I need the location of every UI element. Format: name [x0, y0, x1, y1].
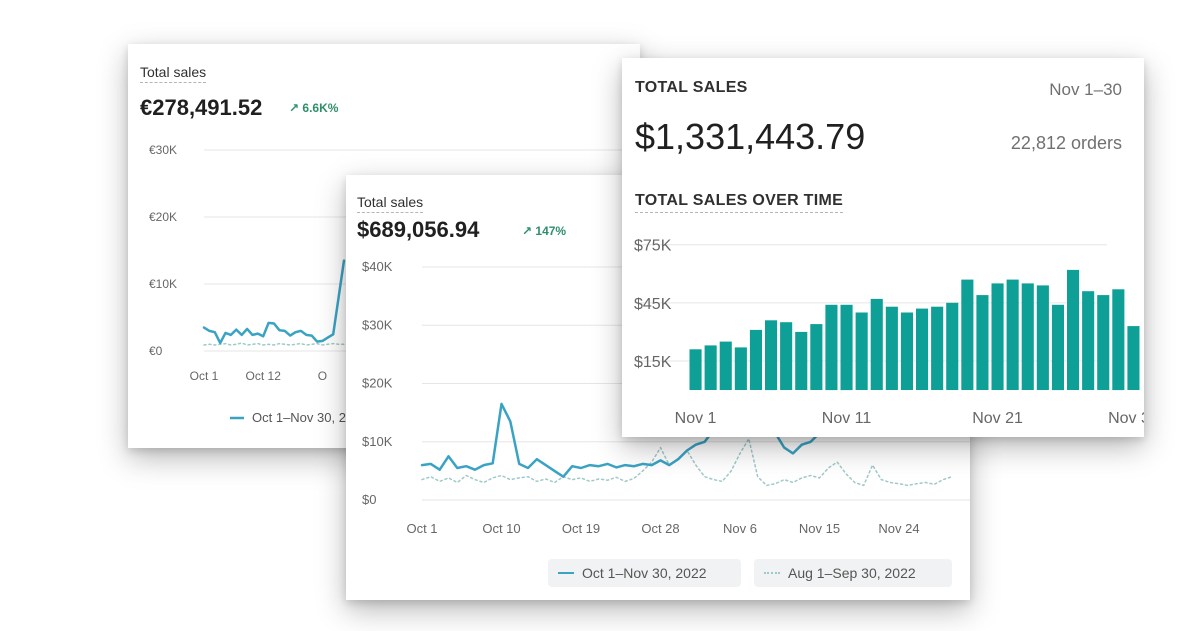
- sales-bar: [825, 304, 838, 391]
- sales-bar: [719, 341, 732, 390]
- sales-bar: [1051, 304, 1064, 391]
- x-tick-label: Oct 10: [482, 521, 520, 536]
- sales-bar: [1127, 326, 1140, 390]
- dotted-line-swatch: [764, 572, 780, 574]
- sales-bar: [991, 283, 1004, 390]
- y-tick-label: $0: [362, 492, 376, 507]
- y-tick-label: €10K: [149, 277, 177, 291]
- x-tick-label: Oct 1: [406, 521, 437, 536]
- x-tick-label: Nov 11: [822, 410, 872, 427]
- total-sales-value: €278,491.52: [140, 95, 263, 120]
- sales-bar: [810, 324, 823, 390]
- y-tick-label: $10K: [362, 434, 393, 449]
- legend-previous-period[interactable]: Aug 1–Sep 30, 2022: [754, 559, 952, 587]
- sales-bar: [840, 304, 853, 391]
- sales-bar: [1082, 291, 1095, 390]
- card-title[interactable]: Total sales: [140, 64, 207, 83]
- sales-bar: [734, 347, 747, 390]
- sales-bar: [780, 322, 793, 390]
- change-badge: ↗ 6.6K%: [289, 101, 339, 115]
- sales-bar: [704, 345, 717, 390]
- change-badge: ↗ 147%: [522, 224, 567, 238]
- sales-bar: [855, 312, 868, 390]
- sales-bar: [976, 295, 989, 390]
- legend-label: Oct 1–Nov 30, 2: [252, 410, 346, 425]
- sales-bar: [870, 298, 883, 390]
- orders-count: 22,812 orders: [1010, 133, 1122, 153]
- sales-bar: [961, 279, 974, 390]
- x-tick-label: Nov 21: [972, 410, 1023, 427]
- x-tick-label: O: [318, 369, 327, 383]
- y-tick-label: €0: [149, 344, 163, 358]
- total-sales-value: $689,056.94: [357, 217, 480, 242]
- current-period-line: [420, 402, 874, 478]
- sales-bar: [749, 329, 762, 390]
- card-title: TOTAL SALES: [635, 79, 748, 96]
- chart-title[interactable]: TOTAL SALES OVER TIME: [635, 192, 844, 213]
- sales-bar: [765, 320, 778, 391]
- x-tick-label: Nov 6: [723, 521, 757, 536]
- x-tick-label: Oct 1: [190, 369, 219, 383]
- y-tick-label: €20K: [149, 210, 177, 224]
- sales-bar: [916, 308, 929, 390]
- daily-sales-bar-chart: $15K $45K $75K Nov 1 Nov 11 Nov 21 Nov 30: [634, 238, 1144, 427]
- legend-label: Aug 1–Sep 30, 2022: [788, 565, 916, 581]
- date-range: Nov 1–30: [1049, 80, 1122, 99]
- sales-bar: [1112, 289, 1125, 391]
- usd-sales-chart: $0 $10K $20K $30K $40K Oct 1 Oct 10 Oct 19 Oct 2…: [362, 259, 970, 536]
- legend-label: Oct 1–Nov 30, 2022: [582, 565, 707, 581]
- solid-line-swatch: [558, 572, 574, 574]
- x-tick-label: Nov 24: [878, 521, 919, 536]
- sales-bar: [1021, 283, 1034, 390]
- monthly-sales-card: TOTAL SALES Nov 1–30 $1,331,443.79 22,81…: [622, 58, 1144, 437]
- x-tick-label: Oct 19: [562, 521, 600, 536]
- y-tick-label: $15K: [634, 354, 672, 371]
- sales-bar: [795, 331, 808, 390]
- current-period-line: [202, 259, 346, 345]
- previous-period-line: [203, 342, 345, 346]
- card-title[interactable]: Total sales: [357, 194, 424, 213]
- y-tick-label: $45K: [634, 296, 672, 313]
- y-tick-label: $20K: [362, 376, 393, 391]
- sales-bar: [885, 306, 898, 390]
- x-tick-label: Oct 12: [246, 369, 282, 383]
- y-tick-label: $30K: [362, 317, 393, 332]
- sales-bar: [1097, 295, 1110, 390]
- sales-bar: [931, 306, 944, 390]
- x-tick-label: Oct 28: [641, 521, 679, 536]
- legend-current-period[interactable]: Oct 1–Nov 30, 2022: [548, 559, 741, 587]
- sales-bar: [689, 349, 702, 390]
- sales-bar: [900, 312, 913, 390]
- x-tick-label: Nov 30: [1108, 410, 1144, 427]
- sales-bar: [1006, 279, 1019, 390]
- y-tick-label: €30K: [149, 143, 177, 157]
- sales-bar: [1036, 285, 1049, 390]
- x-tick-label: Nov 15: [799, 521, 840, 536]
- previous-period-line: [421, 438, 953, 487]
- y-tick-label: $75K: [634, 238, 672, 255]
- y-tick-label: $40K: [362, 259, 393, 274]
- sales-bar: [1067, 269, 1080, 390]
- total-sales-value: $1,331,443.79: [635, 116, 866, 157]
- sales-bar: [946, 302, 959, 390]
- x-tick-label: Nov 1: [675, 410, 717, 427]
